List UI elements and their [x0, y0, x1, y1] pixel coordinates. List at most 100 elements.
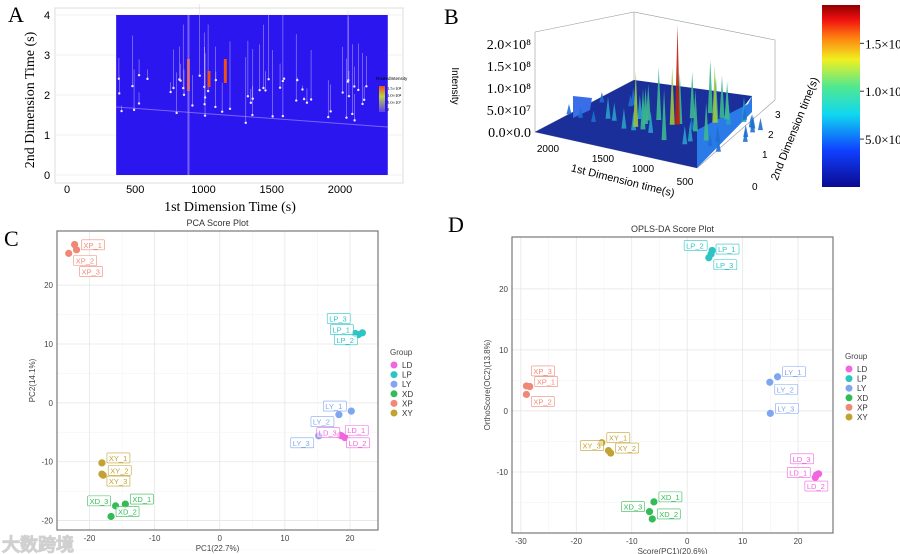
y-tick-label: 0	[504, 407, 509, 416]
surface-peak	[692, 89, 698, 132]
heatmap-peak	[132, 108, 136, 112]
point-label-box	[73, 255, 98, 266]
y-tick-label: 1	[44, 130, 50, 142]
panel-c-pca-plot: -20 -10 0 10 20 -20 -10 0 10 20 PCA Score Plot PC1(…	[28, 218, 413, 553]
data-point	[98, 470, 106, 478]
y-axis-label: PC2(14.1%)	[28, 358, 37, 402]
point-label: LD_2	[349, 439, 367, 448]
legend-label: LY	[402, 380, 412, 389]
legend-swatch	[390, 380, 398, 388]
heatmap-peak	[191, 104, 194, 107]
legend-swatch	[390, 399, 398, 407]
point-label-box	[310, 416, 335, 427]
point-label: LD_1	[789, 468, 807, 477]
plot-title: PCA Score Plot	[186, 218, 249, 228]
heatmap-peak	[357, 88, 360, 92]
point-label: LP_3	[716, 261, 734, 270]
heatmap-peak	[296, 78, 299, 82]
heatmap-peak	[182, 86, 185, 90]
heatmap-peak	[278, 86, 282, 89]
point-label-box	[531, 396, 555, 407]
surface-peak	[628, 94, 634, 107]
point-label: XD_3	[90, 497, 109, 506]
point-label: LY_1	[785, 368, 802, 377]
colorbar-label: 5.0×10⁷	[865, 132, 900, 147]
surface-peak	[719, 75, 725, 118]
data-point	[650, 498, 658, 506]
z-axis-label: Intensity	[449, 67, 460, 104]
heatmap-peak	[206, 89, 210, 93]
x-tick-label: -30	[515, 537, 527, 546]
legend-title: Group	[845, 352, 868, 361]
y-tick-label: 1	[762, 150, 768, 161]
y-tick-label: 3	[44, 50, 50, 62]
y-tick-label: -10	[496, 468, 508, 477]
point-label: XY_1	[109, 454, 127, 463]
heatmap-baseline	[116, 106, 388, 128]
heatmap-peak	[182, 93, 186, 97]
z-tick-label: 1.5×10⁸	[487, 60, 531, 75]
x-tick-label: 0	[218, 534, 223, 543]
data-point	[648, 515, 656, 523]
y-tick-label: 0	[44, 170, 50, 182]
data-point	[335, 411, 343, 419]
plot-frame	[56, 230, 379, 531]
x-tick-label: 0	[64, 184, 70, 196]
point-label: LD_3	[793, 455, 811, 464]
heatmap-peak	[353, 85, 356, 88]
y-tick-label: 2	[44, 90, 50, 102]
point-label-box	[87, 495, 111, 507]
heatmap-peak	[203, 96, 207, 99]
surface-peak	[707, 59, 713, 114]
y-axis-label: OrthoScore(OC2)(13.8%)	[483, 339, 492, 430]
panel-b-surface: 0.0×0.0 5.0×10⁷ 1.0×10⁸ 1.5×10⁸ 2.0×10⁸ Inten…	[449, 5, 900, 200]
y-tick-label: 4	[44, 10, 50, 22]
heatmap-peak	[131, 84, 134, 88]
legend-swatch	[845, 413, 853, 421]
point-label-box	[115, 506, 140, 517]
x-axis-label: Score(PC1)(20.6%)	[638, 547, 708, 554]
heatmap-peak	[267, 78, 270, 81]
data-point	[107, 512, 115, 521]
legend-label: LY	[857, 384, 867, 393]
heatmap-peak	[347, 94, 351, 98]
heatmap-peak	[203, 103, 206, 106]
surface-peak	[743, 124, 749, 137]
point-label-box	[79, 266, 103, 277]
surface-peak	[578, 106, 584, 118]
legend-label: XP	[857, 403, 868, 412]
heatmap-peak	[271, 115, 274, 118]
point-label-box	[621, 501, 645, 512]
x-tick-label: 20	[346, 534, 355, 543]
data-point	[766, 409, 774, 417]
legend-label: XD	[402, 390, 413, 399]
point-label-box	[81, 239, 105, 251]
point-label-box	[107, 464, 132, 476]
point-label-box	[658, 491, 683, 503]
y-tick-label: 20	[499, 285, 508, 294]
y-tick-label: 10	[499, 346, 508, 355]
heatmap-peak	[264, 89, 267, 92]
heatmap-peak	[203, 114, 207, 117]
legend-label: LD	[402, 361, 412, 370]
point-label: LD_1	[347, 426, 365, 435]
heatmap-peak	[295, 99, 298, 102]
legend-swatch	[390, 390, 398, 398]
heatmap-peak	[169, 90, 172, 94]
panel-label-a: A	[8, 2, 24, 27]
legend-swatch	[845, 403, 853, 411]
heatmap-peak	[172, 86, 175, 90]
y-tick-label: 3	[775, 110, 781, 121]
point-label: XP_2	[533, 397, 551, 406]
y-tick-label: -20	[41, 517, 53, 526]
x-tick-label: -20	[84, 534, 96, 543]
legend-label: 1.0×10⁸	[387, 93, 402, 98]
legend-label: XD	[857, 394, 868, 403]
point-label: LP_1	[718, 245, 736, 254]
surface-peak	[661, 89, 667, 141]
data-point	[522, 390, 531, 399]
heatmap-peak	[327, 115, 330, 119]
data-point	[766, 378, 774, 386]
heatmap-peak	[175, 111, 178, 115]
